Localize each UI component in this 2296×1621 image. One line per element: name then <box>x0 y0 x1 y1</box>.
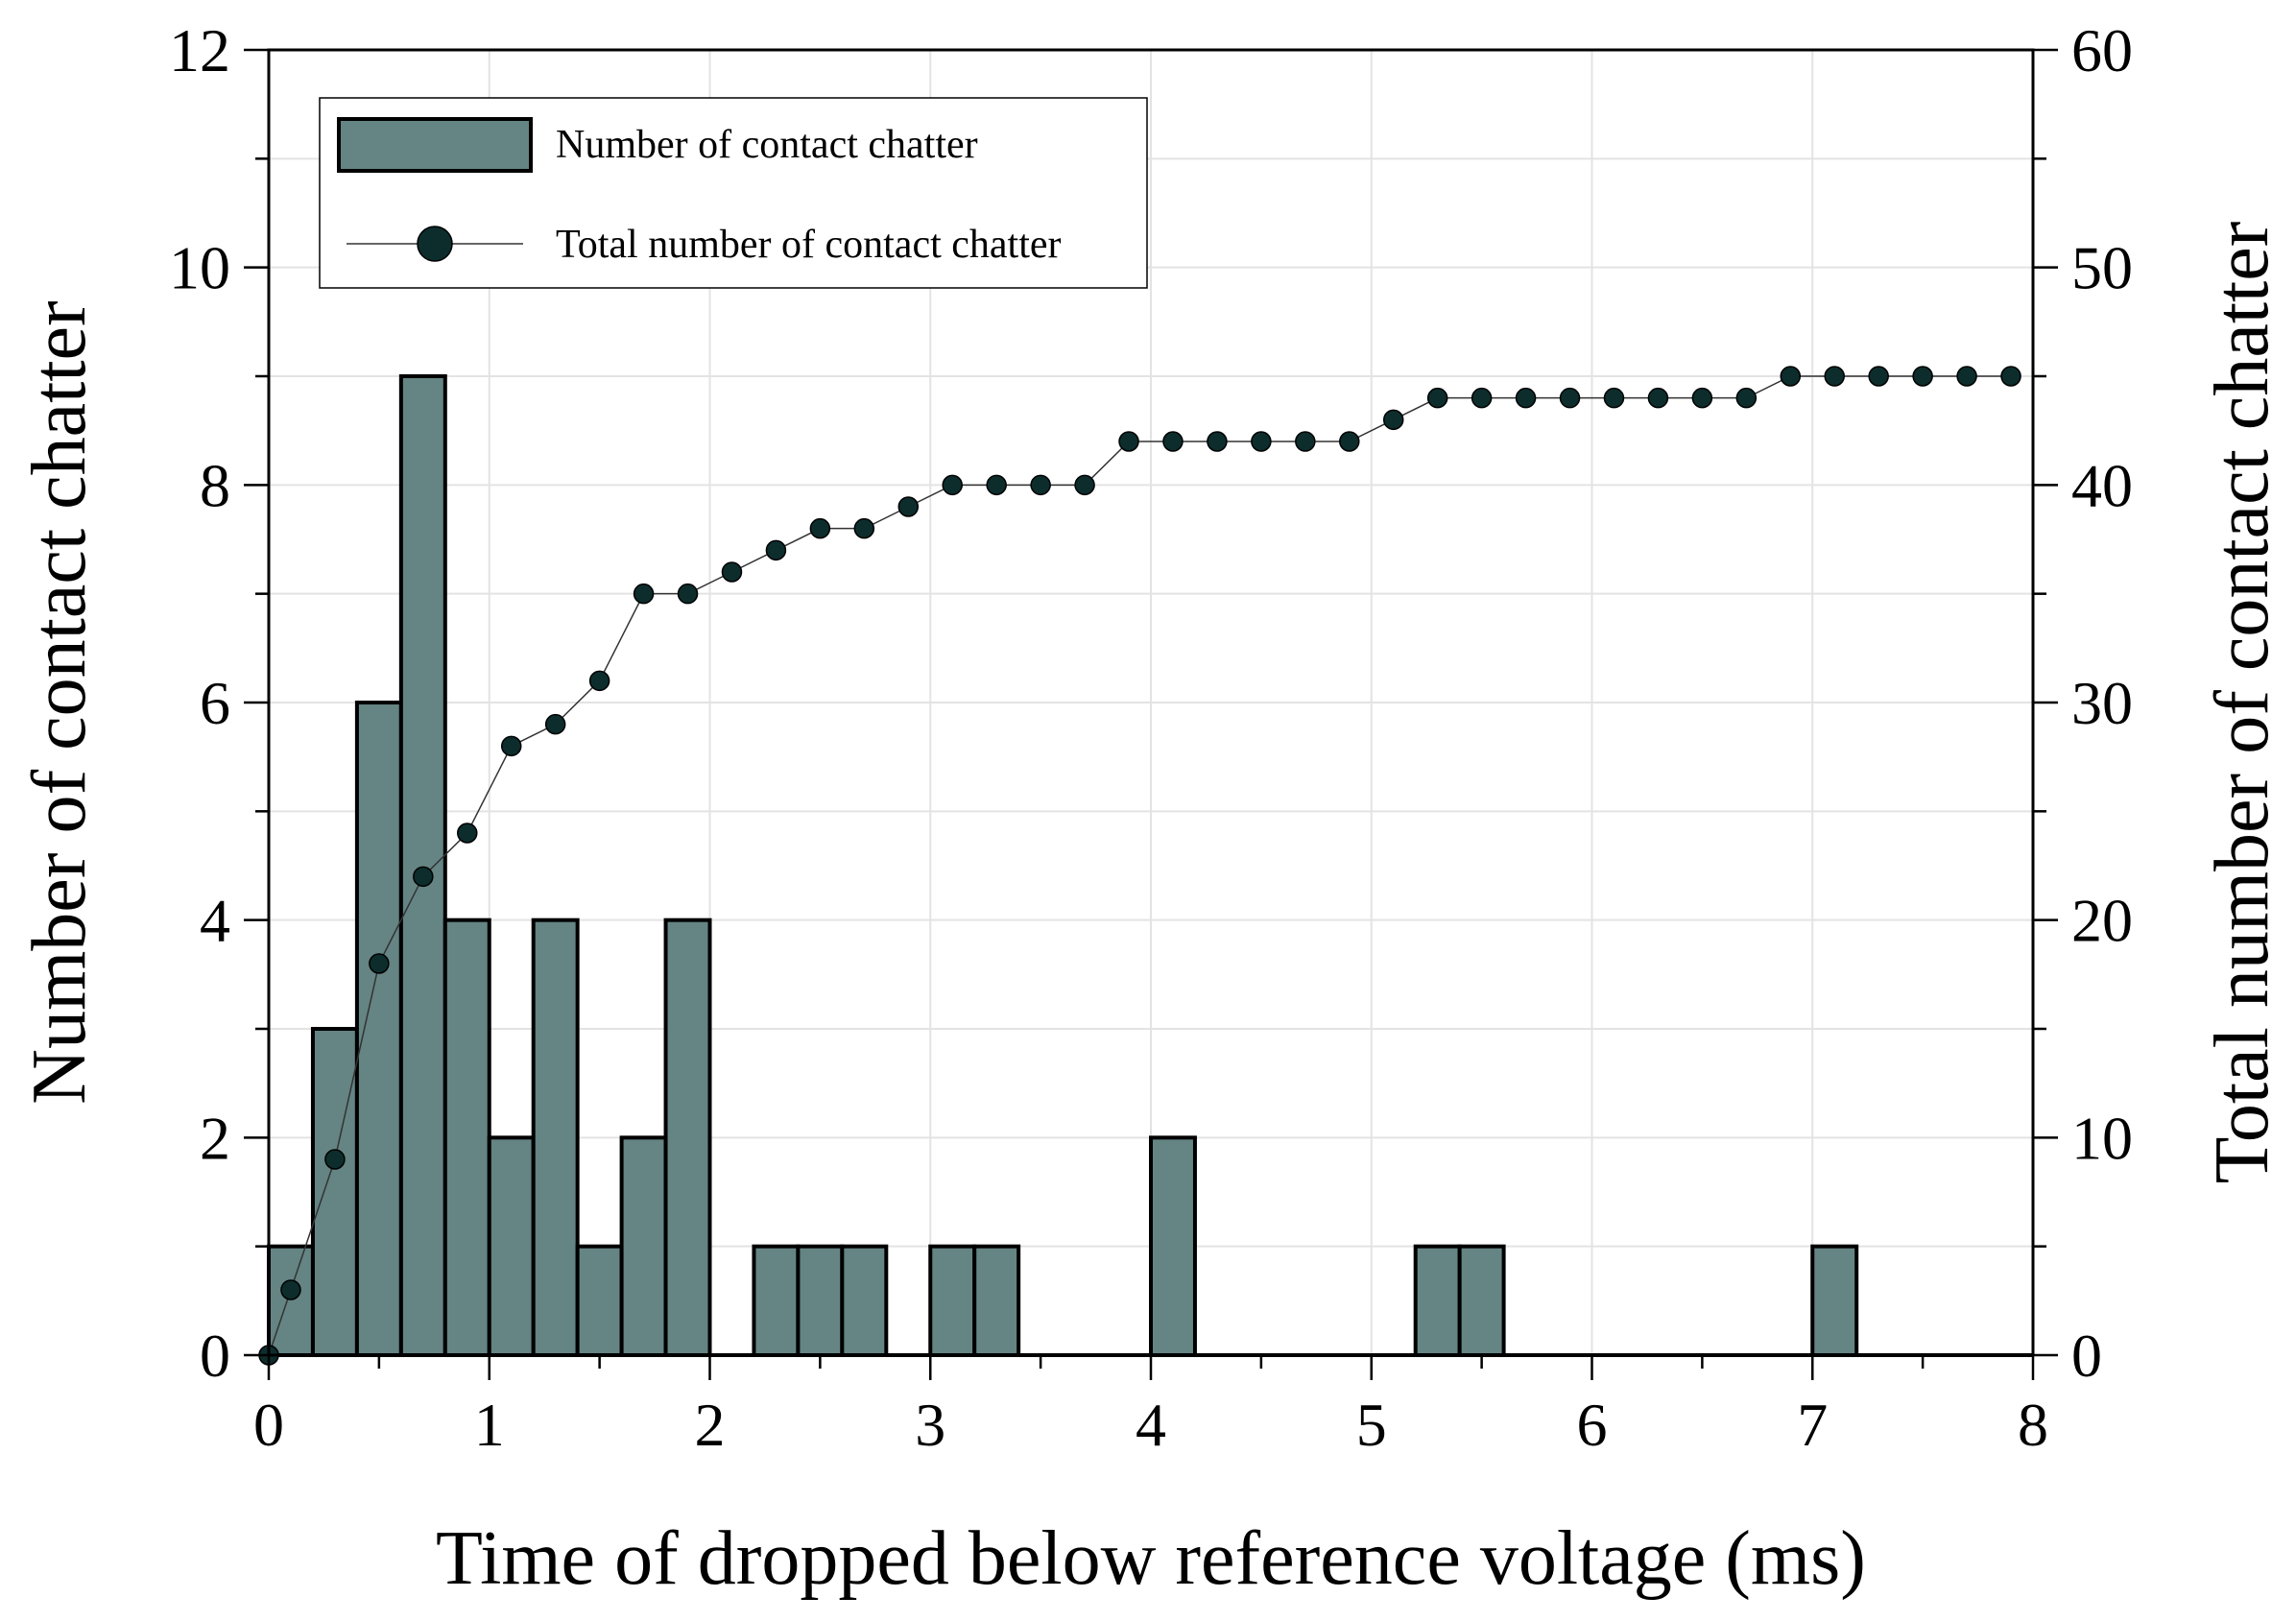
cumulative-point <box>897 496 920 517</box>
cumulative-point <box>1647 387 1669 409</box>
y2-tick-label: 0 <box>2071 1322 2102 1390</box>
cumulative-point <box>1426 387 1448 409</box>
cumulative-point <box>633 583 655 605</box>
bar <box>442 918 491 1358</box>
cumulative-point <box>809 517 831 539</box>
bar <box>575 1244 624 1357</box>
cumulative-point <box>1868 366 1889 387</box>
cumulative-point <box>457 822 478 844</box>
cumulative-point <box>544 713 566 735</box>
bar <box>619 1135 668 1358</box>
x-tick-label: 5 <box>1356 1391 1387 1459</box>
bar <box>1149 1135 1197 1358</box>
y-tick-label: 4 <box>200 887 230 955</box>
cumulative-point <box>942 474 963 496</box>
cumulative-point <box>986 474 1007 496</box>
bar <box>267 1244 315 1357</box>
y-tick-label: 2 <box>200 1104 230 1172</box>
x-tick-label: 2 <box>695 1391 726 1459</box>
cumulative-point <box>1030 474 1051 496</box>
legend: Number of contact chatter Total number o… <box>319 97 1148 289</box>
y2-axis-title: Total number of contact chatter <box>2200 222 2284 1184</box>
x-axis-title: Time of dropped below reference voltage … <box>436 1516 1866 1601</box>
cumulative-point <box>1339 431 1360 452</box>
legend-line-marker <box>417 226 453 262</box>
cumulative-point <box>1295 431 1316 452</box>
bar <box>1457 1244 1506 1357</box>
bar-series <box>267 374 2033 1358</box>
cumulative-point <box>1471 387 1493 409</box>
y-axis-title: Number of contact chatter <box>17 300 102 1104</box>
bar <box>487 1135 536 1358</box>
cumulative-point <box>1559 387 1581 409</box>
cumulative-point <box>1912 366 1933 387</box>
cumulative-point <box>1207 431 1228 452</box>
cumulative-point <box>2000 366 2021 387</box>
x-tick-label: 1 <box>474 1391 505 1459</box>
legend-bar-swatch <box>337 117 533 173</box>
cumulative-point <box>1074 474 1095 496</box>
cumulative-point <box>1603 387 1625 409</box>
legend-line-label: Total number of contact chatter <box>556 223 1062 267</box>
cumulative-point <box>1956 366 1977 387</box>
cumulative-point <box>280 1279 301 1300</box>
x-tick-label: 8 <box>2018 1391 2048 1459</box>
bar <box>972 1244 1021 1357</box>
bar <box>310 1027 359 1357</box>
cumulative-point <box>1780 366 1802 387</box>
y2-tick-label: 60 <box>2071 16 2133 84</box>
y2-tick-label: 30 <box>2071 669 2133 737</box>
bar <box>531 918 580 1358</box>
y-tick-label: 8 <box>200 451 230 519</box>
axis-ticks <box>244 48 2058 1380</box>
x-tick-label: 7 <box>1797 1391 1828 1459</box>
cumulative-point <box>1251 431 1272 452</box>
y2-tick-label: 40 <box>2071 451 2133 519</box>
cumulative-point <box>1515 387 1537 409</box>
y2-tick-label: 10 <box>2071 1104 2133 1172</box>
cumulative-point <box>324 1149 346 1170</box>
y-tick-label: 6 <box>200 669 230 737</box>
cumulative-point <box>1824 366 1845 387</box>
cumulative-point <box>721 561 743 583</box>
y-tick-label: 10 <box>169 234 230 302</box>
legend-bar-label: Number of contact chatter <box>556 123 978 167</box>
x-tick-label: 4 <box>1136 1391 1166 1459</box>
bar <box>928 1244 977 1357</box>
x-tick-label: 0 <box>253 1391 284 1459</box>
bar <box>1413 1244 1462 1357</box>
bar <box>663 918 712 1358</box>
y2-tick-label: 50 <box>2071 234 2133 302</box>
cumulative-point <box>588 670 610 692</box>
cumulative-point <box>1118 431 1139 452</box>
cumulative-point <box>369 953 390 974</box>
x-tick-label: 3 <box>915 1391 945 1459</box>
cumulative-point <box>853 517 875 539</box>
cumulative-point <box>1691 387 1713 409</box>
bar <box>752 1244 801 1357</box>
cumulative-point <box>500 735 522 757</box>
bar <box>840 1244 889 1357</box>
cumulative-point <box>1735 387 1758 409</box>
cumulative-point <box>1162 431 1184 452</box>
x-tick-label: 6 <box>1577 1391 1608 1459</box>
y2-tick-label: 20 <box>2071 887 2133 955</box>
y-tick-label: 12 <box>169 16 230 84</box>
bar <box>398 374 447 1357</box>
cumulative-point <box>1382 409 1404 431</box>
cumulative-point <box>765 539 787 561</box>
cumulative-point <box>677 583 699 605</box>
cumulative-series <box>258 366 2021 1366</box>
bar <box>796 1244 845 1357</box>
y-tick-label: 0 <box>200 1322 230 1390</box>
bar <box>1810 1244 1859 1357</box>
cumulative-point <box>413 866 434 888</box>
